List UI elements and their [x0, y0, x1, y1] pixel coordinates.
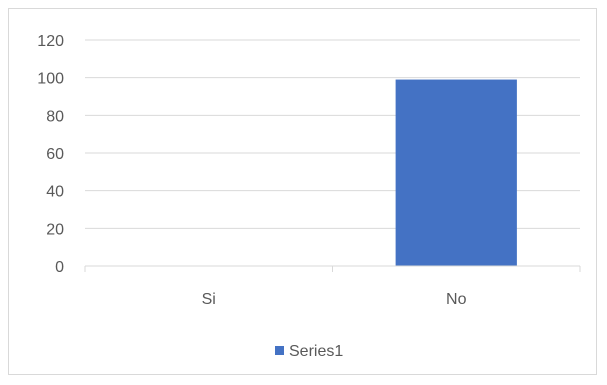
y-axis-ticks: 0 20 40 60 80 100 120: [37, 33, 64, 276]
category-labels: Si No: [202, 291, 467, 308]
category-label: No: [446, 291, 467, 308]
y-tick-label: 80: [46, 108, 64, 125]
y-tick-label: 100: [37, 71, 64, 88]
y-tick-label: 20: [46, 221, 64, 238]
legend-swatch-series1: [275, 346, 284, 355]
x-axis: [84, 265, 581, 272]
bars: [395, 79, 517, 266]
y-tick-label: 120: [37, 33, 64, 50]
category-label: Si: [202, 291, 216, 308]
y-tick-label: 60: [46, 146, 64, 163]
legend: Series1: [275, 343, 343, 360]
legend-label-series1: Series1: [289, 343, 343, 360]
bar-no: [395, 79, 517, 266]
y-tick-label: 40: [46, 184, 64, 201]
y-tick-label: 0: [55, 259, 64, 276]
